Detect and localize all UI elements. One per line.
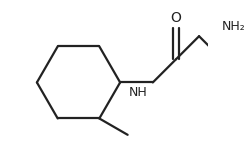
Text: O: O [170, 11, 181, 25]
Text: NH₂: NH₂ [222, 20, 246, 33]
Text: NH: NH [129, 86, 147, 99]
